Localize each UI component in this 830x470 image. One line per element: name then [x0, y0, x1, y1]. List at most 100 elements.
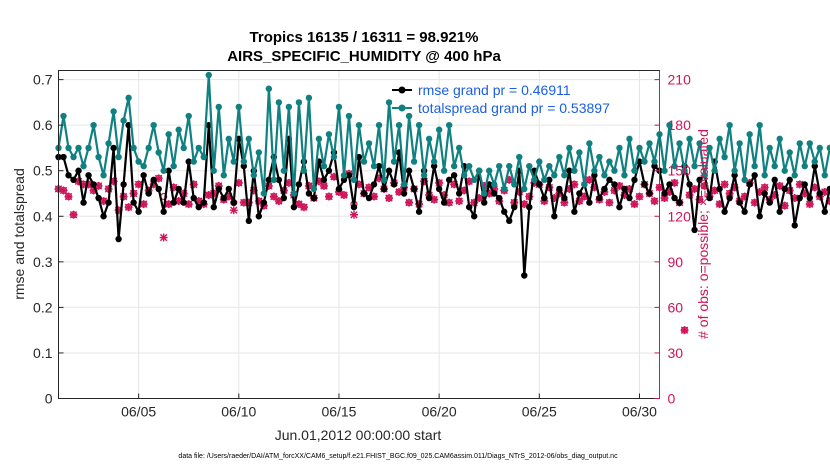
obs-evaluated-point [795, 180, 804, 189]
rmse-point [390, 181, 398, 188]
totalspread-point [541, 176, 548, 184]
rmse-point [70, 176, 77, 184]
totalspread-point [105, 140, 112, 147]
rmse-point [591, 172, 598, 179]
rmse-point [731, 172, 738, 179]
totalspread-point [651, 158, 658, 165]
totalspread-point [781, 167, 788, 174]
obs-evaluated-point [184, 200, 193, 209]
totalspread-point [455, 144, 463, 152]
obs-evaluated-point [174, 197, 183, 206]
totalspread-point [621, 172, 628, 179]
rmse-point [606, 176, 613, 184]
obs-evaluated-point [730, 183, 739, 192]
totalspread-point [410, 158, 418, 165]
obs-evaluated-point [149, 180, 158, 189]
rmse-point [751, 172, 758, 179]
obs-evaluated-point [154, 174, 163, 183]
totalspread-point [195, 144, 202, 152]
plot-frame [58, 70, 660, 399]
totalspread-point [380, 176, 388, 184]
obs-evaluated-point [339, 191, 348, 200]
totalspread-point [586, 140, 593, 147]
obs-evaluated-point [785, 186, 794, 195]
totalspread-point [420, 172, 428, 179]
rmse-point [706, 194, 713, 202]
totalspread-point [140, 162, 147, 170]
y2-tick-label: 0 [668, 391, 676, 407]
y2-axis-label: # of obs: o=possible; ×=evaluated [695, 129, 711, 339]
totalspread-point [115, 153, 122, 161]
rmse-point [175, 185, 182, 193]
totalspread-point [696, 140, 703, 147]
obs-evaluated-point [169, 183, 178, 192]
totalspread-point [125, 94, 132, 102]
obs-evaluated-point [615, 181, 624, 190]
rmse-point [826, 185, 830, 193]
obs-evaluated-point [465, 177, 474, 186]
obs-evaluated-point [84, 180, 93, 189]
rmse-point [631, 176, 638, 184]
totalspread-point [786, 149, 793, 156]
x-tick-label: 06/15 [321, 404, 356, 420]
rmse-point [811, 162, 818, 170]
data-file-footer: data file: /Users/raeder/DAI/ATM_forcXX/… [178, 453, 618, 460]
obs-evaluated-point [590, 183, 599, 192]
rmse-point [80, 199, 87, 206]
rmse-point [240, 162, 248, 170]
obs-evaluated-point [770, 191, 779, 200]
totalspread-point [275, 99, 283, 106]
rmse-point [225, 185, 232, 193]
y2-tick-label: 90 [668, 254, 684, 270]
rmse-point [756, 213, 763, 220]
rmse-point [821, 208, 828, 215]
totalspread-point [290, 190, 298, 197]
rmse-point [360, 190, 368, 197]
totalspread-point [355, 121, 363, 129]
y2-tick-label: 210 [668, 72, 692, 88]
y-axis-label: rmse and totalspread [11, 168, 27, 300]
rmse-point [646, 190, 653, 197]
totalspread-point [335, 103, 343, 111]
totalspread-point [661, 167, 668, 174]
rmse-point [501, 208, 508, 215]
totalspread-point [110, 108, 117, 115]
obs-evaluated-point [680, 326, 689, 335]
totalspread-point [476, 167, 483, 174]
totalspread-point [150, 121, 157, 129]
rmse-point [400, 190, 408, 197]
totalspread-point [325, 131, 333, 138]
obs-evaluated-point [284, 178, 293, 187]
chart-subtitle: AIRS_SPECIFIC_HUMIDITY @ 400 hPa [227, 48, 501, 65]
obs-evaluated-point [224, 192, 233, 201]
rmse-point [651, 162, 658, 170]
totalspread-point [365, 140, 373, 147]
obs-evaluated-point [365, 183, 374, 192]
totalspread-point [180, 144, 187, 152]
totalspread-point [315, 135, 323, 143]
rmse-point [305, 190, 313, 197]
y-tick-label: 0 [45, 391, 53, 407]
totalspread-point [260, 190, 268, 197]
rmse-point [365, 194, 373, 202]
obs-evaluated-point [710, 186, 719, 195]
obs-evaluated-point [700, 181, 709, 190]
totalspread-point [235, 103, 242, 111]
totalspread-point [801, 162, 808, 170]
obs-evaluated-point [89, 186, 98, 195]
rmse-point [145, 190, 152, 197]
rmse-point [200, 199, 207, 206]
totalspread-point [581, 181, 588, 188]
obs-evaluated-point [740, 192, 749, 201]
totalspread-point [516, 153, 523, 161]
rmse-point [385, 167, 393, 174]
totalspread-point [100, 172, 107, 179]
totalspread-point [596, 153, 603, 161]
totalspread-point [676, 140, 683, 147]
totalspread-point [646, 140, 653, 147]
rmse-point [496, 194, 503, 202]
totalspread-point [601, 172, 608, 179]
totalspread-point [210, 167, 217, 174]
obs-evaluated-point [455, 197, 464, 206]
